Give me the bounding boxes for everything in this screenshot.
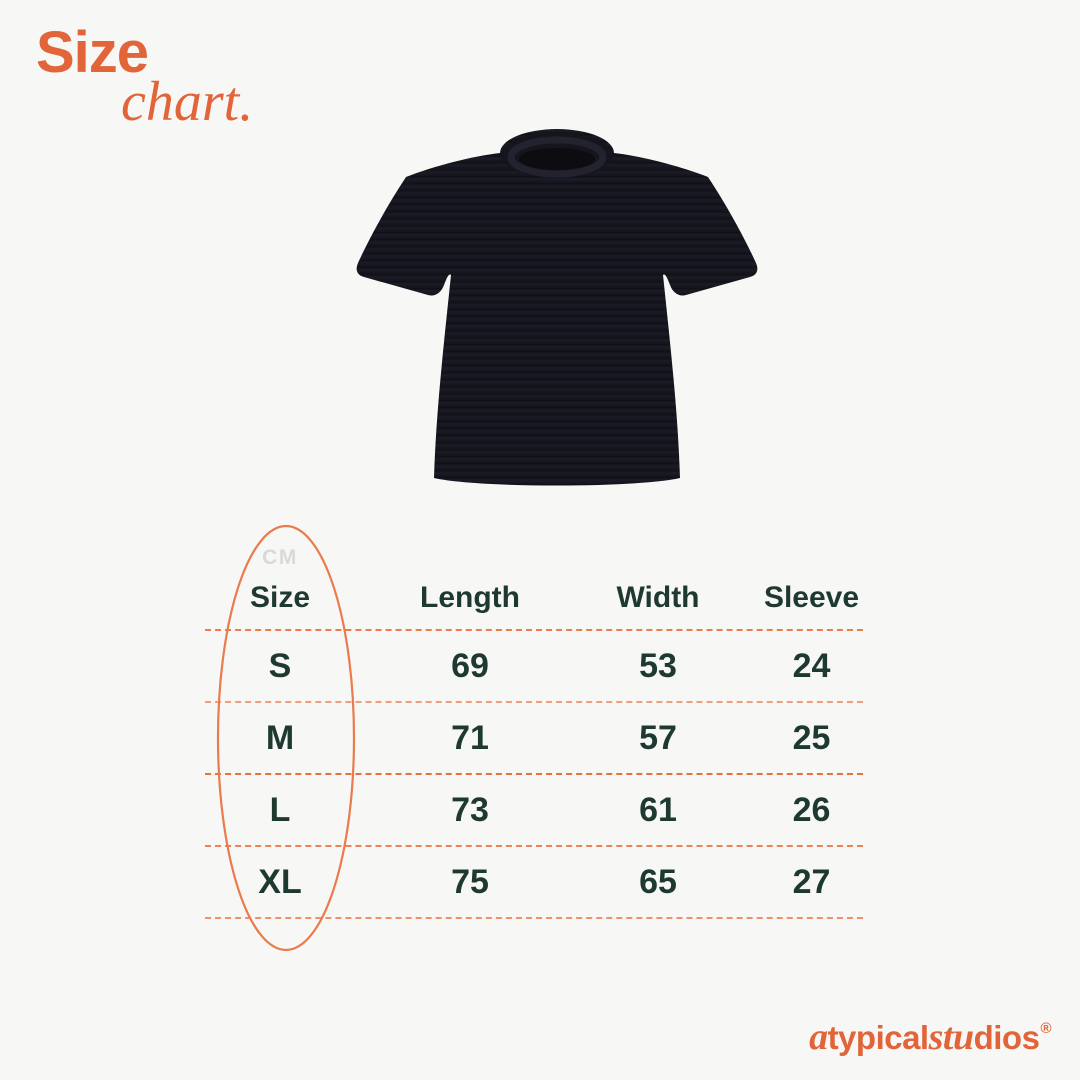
cell-size: L xyxy=(269,790,291,829)
cell-size: S xyxy=(268,646,292,685)
cell-width: 53 xyxy=(639,646,677,685)
cell-length: 69 xyxy=(451,646,489,685)
tshirt-collar-hole xyxy=(519,148,595,170)
table-header-row: Size Length Width Sleeve xyxy=(205,540,863,631)
table-row-xl: XL 75 65 27 xyxy=(205,847,863,919)
table-row-s: S 69 53 24 xyxy=(205,631,863,703)
cell-width: 57 xyxy=(639,718,677,757)
table-row-m: M 71 57 25 xyxy=(205,703,863,775)
cell-sleeve: 24 xyxy=(792,646,831,685)
cell-length: 71 xyxy=(451,718,489,757)
brand-part-typical: typical xyxy=(827,1019,930,1056)
brand-part-stu: stu xyxy=(928,1016,974,1058)
table-row-l: L 73 61 26 xyxy=(205,775,863,847)
page-title-script: chart. xyxy=(121,71,254,133)
tshirt-body xyxy=(356,129,758,486)
unit-label: CM xyxy=(262,546,298,569)
cell-sleeve: 26 xyxy=(792,790,831,829)
brand-part-dios: dios xyxy=(973,1019,1040,1056)
cell-width: 65 xyxy=(639,862,677,901)
cell-size: XL xyxy=(258,862,302,901)
tshirt-image xyxy=(337,122,777,502)
size-table: CM Size Length Width Sleeve S 69 53 24 M… xyxy=(205,540,863,919)
brand-part-a: a xyxy=(809,1016,828,1058)
cell-length: 75 xyxy=(451,862,489,901)
brand-logo: a typical stu dios ® xyxy=(809,1018,1051,1056)
header-width: Width xyxy=(616,580,700,614)
cell-size: M xyxy=(265,718,295,757)
cell-sleeve: 27 xyxy=(792,862,831,901)
page-title: Size xyxy=(36,20,149,85)
header-length: Length xyxy=(420,580,520,614)
header-sleeve: Sleeve xyxy=(763,580,860,614)
header-size: Size xyxy=(249,580,311,614)
cell-sleeve: 25 xyxy=(792,718,831,757)
registered-mark-icon: ® xyxy=(1040,1020,1051,1037)
tshirt-collar-rib xyxy=(507,136,607,178)
cell-length: 73 xyxy=(451,790,489,829)
cell-width: 61 xyxy=(639,790,677,829)
